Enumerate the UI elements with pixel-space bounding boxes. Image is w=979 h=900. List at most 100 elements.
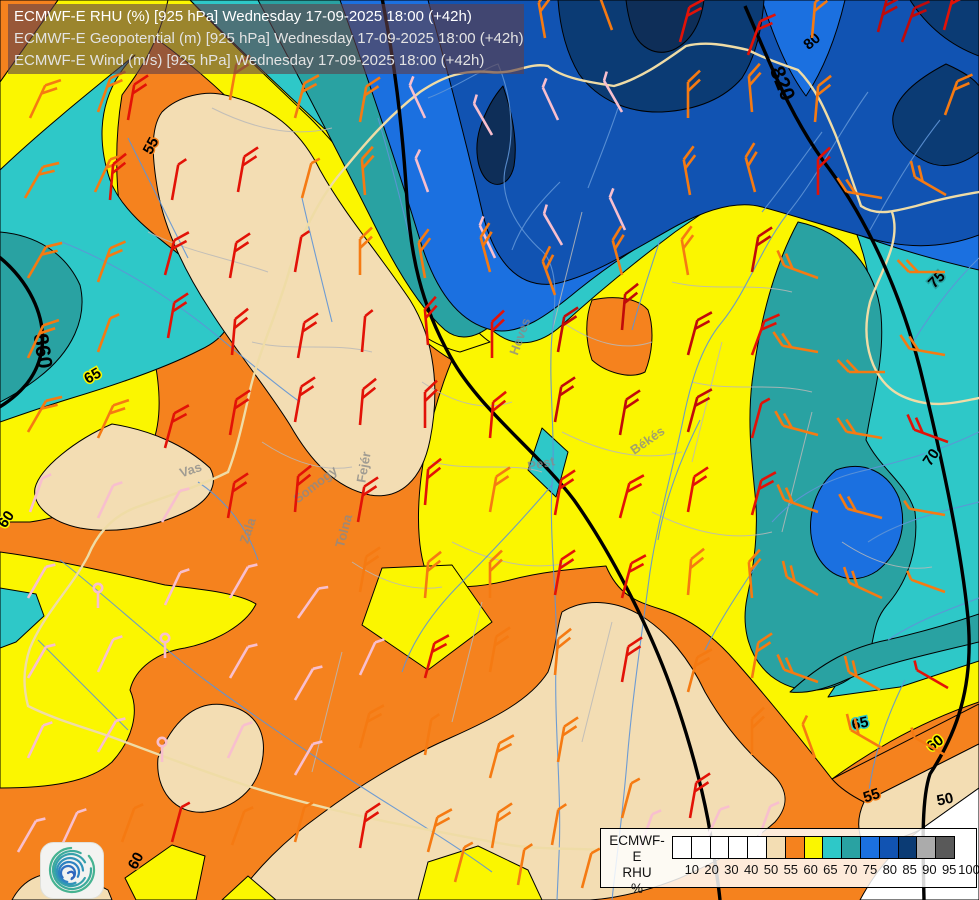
wind-barb <box>776 653 819 684</box>
legend-color-cell <box>803 836 824 859</box>
legend-tick-label: 10 <box>684 862 700 877</box>
wind-barb <box>618 474 645 519</box>
legend-color-cell <box>784 836 805 859</box>
wind-barb <box>293 230 311 273</box>
wind-barb <box>490 309 505 358</box>
wind-barb <box>836 177 883 200</box>
wind-barb <box>750 313 781 356</box>
legend-color-cell <box>690 836 711 859</box>
wind-barb <box>60 808 87 846</box>
wind-barb <box>537 0 552 39</box>
wind-barb <box>845 713 883 750</box>
wind-barb <box>170 801 191 843</box>
wind-barb <box>620 282 639 331</box>
wind-barb <box>423 295 438 346</box>
wind-barb <box>747 62 762 113</box>
legend-color-cell <box>841 836 861 859</box>
wind-barb <box>541 77 560 121</box>
wind-barb <box>876 0 901 33</box>
wind-barb <box>810 0 829 39</box>
wind-barb <box>906 570 946 594</box>
wind-barb <box>230 307 249 356</box>
legend-tick-labels: 10 20 30 40 50 55 60 65 70 75 80 85 90 95 100 <box>673 862 979 878</box>
rh-contour-label: 50 <box>935 790 955 810</box>
wind-barb <box>556 306 579 353</box>
title-line-wind: ECMWF-E Wind (m/s) [925 hPa] Wednesday 1… <box>14 52 485 69</box>
wind-barb <box>842 566 883 600</box>
wind-barb <box>26 318 60 359</box>
wind-barb <box>680 225 695 276</box>
wind-barb <box>166 292 189 339</box>
wind-barb <box>96 481 123 519</box>
wind-barb <box>236 146 259 193</box>
wind-barb <box>156 736 168 762</box>
wind-barb <box>913 660 949 690</box>
wind-barb <box>608 187 627 231</box>
wind-barb <box>750 471 777 516</box>
legend-tick-label: 80 <box>882 862 898 877</box>
legend-color-cell <box>859 836 880 859</box>
wind-barb <box>776 249 819 280</box>
wind-barb <box>358 377 377 426</box>
wind-barb <box>750 397 771 439</box>
wind-barb <box>556 716 579 763</box>
wind-barb <box>423 634 450 679</box>
wind-barb <box>488 549 503 598</box>
wind-barb <box>488 466 511 513</box>
wind-barb <box>942 0 967 31</box>
wind-barb <box>423 457 442 506</box>
wind-barb <box>163 231 190 276</box>
wind-barb <box>453 841 474 883</box>
wind-barb <box>750 226 773 273</box>
wind-barb <box>92 582 104 608</box>
wind-barb <box>414 148 430 193</box>
wind-barb <box>553 469 576 516</box>
legend-tick-label: 20 <box>704 862 719 877</box>
legend-color-cell <box>765 836 786 859</box>
wind-barb <box>96 398 130 439</box>
wind-barb <box>226 721 253 759</box>
wind-barb <box>163 568 190 606</box>
legend-color-cell <box>822 836 843 859</box>
wind-barb <box>358 76 381 123</box>
wind-barb <box>126 74 149 121</box>
wind-barb <box>813 74 832 123</box>
wind-barb <box>108 152 127 201</box>
wind-barb <box>553 376 576 423</box>
wind-barb <box>744 142 758 193</box>
legend-title-model: ECMWF-E <box>609 833 665 864</box>
wind-barb <box>423 713 441 756</box>
wind-barb <box>686 311 713 356</box>
wind-barb <box>836 359 885 374</box>
wind-barb <box>686 648 713 693</box>
wind-barb <box>553 627 572 676</box>
wind-barb <box>910 727 946 757</box>
wind-barb <box>682 145 697 196</box>
wind-barb <box>408 75 427 119</box>
wind-barb <box>360 309 374 353</box>
wind-barb <box>96 240 127 283</box>
wind-barb <box>488 734 515 779</box>
wind-barb <box>488 390 507 439</box>
wind-barb <box>423 379 438 428</box>
legend-tick-label: 50 <box>763 862 779 877</box>
wind-barb <box>542 204 564 246</box>
legend-tick-label: 70 <box>842 862 858 877</box>
title-line-rhu: ECMWF-E RHU (%) [925 hPa] Wednesday 17-0… <box>14 8 472 25</box>
legend-tick-label: 90 <box>922 862 937 877</box>
wind-barb <box>776 483 819 514</box>
legend-title-param: RHU <box>622 865 652 880</box>
wind-barb <box>838 493 883 520</box>
wind-barb <box>816 146 831 195</box>
wind-barb <box>478 215 497 259</box>
wind-barb <box>620 554 647 599</box>
wind-barb <box>686 466 709 513</box>
wind-barb <box>472 94 494 136</box>
legend-tick-label: 100 <box>958 862 979 877</box>
wind-barb <box>490 802 513 849</box>
wind-barb <box>96 313 120 353</box>
wind-barb <box>479 222 493 273</box>
wind-barb <box>541 245 557 296</box>
